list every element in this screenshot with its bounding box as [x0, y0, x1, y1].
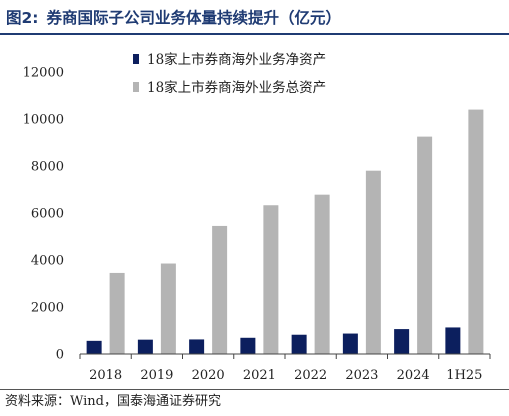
bar-total-assets	[468, 109, 484, 354]
legend-label: 18家上市券商海外业务总资产	[147, 79, 326, 96]
x-tick-label: 2019	[140, 368, 173, 383]
figure-number: 图2:	[6, 9, 39, 27]
title-rule	[0, 33, 509, 35]
y-tick-label: 8000	[31, 160, 64, 175]
x-tick-label: 1H25	[446, 368, 482, 383]
bar-total-assets	[212, 225, 228, 354]
bar-total-assets	[365, 170, 381, 354]
figure-title-text: 券商国际子公司业务体量持续提升（亿元）	[46, 9, 341, 27]
legend-swatch	[133, 82, 139, 92]
bar-total-assets	[417, 136, 433, 354]
bars	[86, 109, 484, 354]
x-tick-label: 2023	[345, 368, 378, 383]
bar-net-assets	[240, 337, 256, 354]
y-axis: 0 2000 4000 6000 8000 10000 12000	[23, 66, 64, 363]
bar-net-assets	[137, 339, 153, 354]
x-tick-label: 2022	[294, 368, 327, 383]
y-tick-label: 4000	[31, 254, 64, 269]
bar-total-assets	[109, 272, 125, 354]
figure-title: 图2: 券商国际子公司业务体量持续提升（亿元）	[6, 5, 341, 31]
bar-chart: 0 2000 4000 6000 8000 10000 12000 2018 2019 2020…	[23, 51, 491, 383]
x-tick-label: 2020	[192, 368, 225, 383]
bar-total-assets	[314, 194, 330, 354]
bar-net-assets	[291, 334, 307, 354]
bar-net-assets	[189, 339, 205, 354]
y-tick-label: 0	[56, 348, 64, 363]
legend: 18家上市券商海外业务净资产 18家上市券商海外业务总资产	[133, 51, 326, 96]
y-tick-label: 2000	[31, 301, 64, 316]
x-tick-label: 2021	[243, 368, 276, 383]
bar-net-assets	[445, 327, 461, 354]
footer-rule	[0, 389, 509, 390]
bar-net-assets	[86, 340, 102, 354]
bar-total-assets	[160, 263, 176, 354]
x-axis: 2018 2019 2020 2021 2022 2023 2024 1H25	[79, 353, 491, 383]
x-tick-label: 2024	[397, 368, 430, 383]
source-note: 资料来源：Wind，国泰海通证券研究	[5, 394, 221, 409]
y-tick-label: 6000	[31, 207, 64, 222]
bar-total-assets	[263, 205, 279, 354]
y-tick-label: 12000	[23, 66, 64, 81]
legend-label: 18家上市券商海外业务净资产	[147, 51, 326, 68]
bar-net-assets	[394, 329, 410, 354]
legend-swatch	[133, 54, 139, 64]
bar-net-assets	[342, 333, 358, 354]
y-tick-label: 10000	[23, 113, 64, 128]
x-tick-label: 2018	[89, 368, 122, 383]
